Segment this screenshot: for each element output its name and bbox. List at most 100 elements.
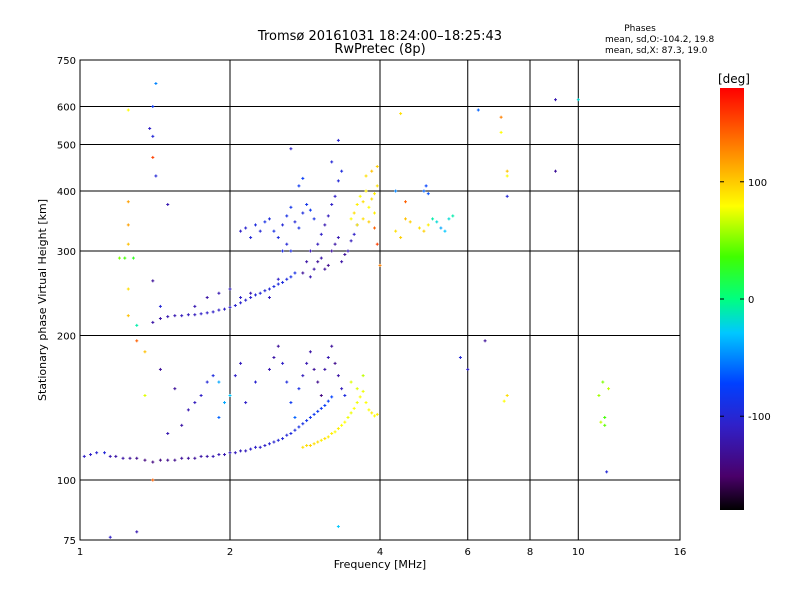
data-point: [553, 98, 557, 102]
x-tick-label: 1: [77, 547, 83, 558]
y-axis-label: Stationary phase Virtual Height [km]: [36, 199, 49, 401]
data-point: [267, 287, 271, 291]
phase-info-line1: mean, sd,O:-104.2, 19.8: [605, 35, 715, 45]
data-point: [375, 412, 379, 416]
data-point: [403, 217, 407, 221]
data-point: [228, 287, 232, 291]
data-point: [333, 430, 337, 434]
data-point: [239, 449, 243, 453]
data-point: [316, 260, 320, 264]
data-point: [126, 200, 130, 204]
data-point: [217, 291, 221, 295]
data-point: [367, 220, 371, 224]
data-point: [297, 425, 301, 429]
data-point: [211, 374, 215, 378]
colorbar-tick-label: -100: [748, 412, 771, 423]
data-point: [308, 249, 312, 253]
data-point: [228, 394, 232, 398]
data-point: [239, 301, 243, 305]
data-point: [285, 380, 289, 384]
data-point: [373, 226, 377, 230]
data-point: [319, 406, 323, 410]
data-point: [301, 271, 305, 275]
data-point: [458, 355, 462, 359]
data-point: [180, 456, 184, 460]
data-point: [352, 211, 356, 215]
data-point: [349, 411, 353, 415]
data-point: [431, 217, 435, 221]
data-point: [151, 478, 155, 482]
data-point: [151, 279, 155, 283]
data-point: [336, 179, 340, 183]
data-point: [333, 242, 337, 246]
data-point: [576, 98, 580, 102]
data-point: [553, 169, 557, 173]
data-point: [308, 415, 312, 419]
data-point: [166, 202, 170, 206]
data-point: [223, 453, 227, 457]
data-point: [108, 535, 112, 539]
data-point: [349, 217, 353, 221]
data-point: [394, 229, 398, 233]
data-point: [305, 361, 309, 365]
data-point: [281, 280, 285, 284]
data-point: [253, 380, 257, 384]
data-point: [308, 444, 312, 448]
data-point: [505, 169, 509, 173]
data-point: [249, 447, 253, 451]
data-point: [375, 242, 379, 246]
data-point: [340, 387, 344, 391]
data-point: [166, 315, 170, 319]
data-point: [312, 442, 316, 446]
data-point: [403, 200, 407, 204]
data-point: [355, 223, 359, 227]
data-point: [289, 147, 293, 151]
data-point: [228, 451, 232, 455]
data-point: [293, 271, 297, 275]
data-point: [340, 423, 344, 427]
data-point: [607, 387, 611, 391]
data-point: [154, 174, 158, 178]
data-point: [135, 530, 139, 534]
data-point: [305, 260, 309, 264]
data-point: [281, 361, 285, 365]
data-point: [158, 367, 162, 371]
data-point: [217, 415, 221, 419]
data-point: [233, 303, 237, 307]
data-point: [424, 184, 428, 188]
data-point: [233, 374, 237, 378]
data-point: [249, 236, 253, 240]
data-point: [143, 458, 147, 462]
data-point: [326, 263, 330, 267]
data-point: [340, 169, 344, 173]
data-point: [349, 239, 353, 243]
data-point: [114, 454, 118, 458]
data-point: [319, 394, 323, 398]
data-point: [293, 220, 297, 224]
data-point: [364, 401, 368, 405]
data-point: [151, 460, 155, 464]
phase-info-line2: mean, sd,X: 87.3, 19.0: [605, 46, 708, 56]
data-point: [151, 155, 155, 159]
x-axis-ticks: 1 2 4 6 8 10 16: [77, 547, 687, 558]
data-point: [361, 200, 365, 204]
data-point: [281, 249, 285, 253]
data-point: [193, 313, 197, 317]
data-point: [597, 394, 601, 398]
data-point: [599, 420, 603, 424]
y-axis-ticks: 75 100 200 300 400 500 600 750: [57, 56, 76, 547]
grid-lines: [80, 60, 680, 540]
data-point: [603, 423, 607, 427]
data-point: [281, 223, 285, 227]
data-point: [199, 312, 203, 316]
data-point: [466, 367, 470, 371]
data-point: [121, 456, 125, 460]
data-point: [193, 456, 197, 460]
data-point: [258, 229, 262, 233]
data-point: [417, 226, 421, 230]
data-point: [126, 108, 130, 112]
data-point: [223, 401, 227, 405]
data-point: [326, 435, 330, 439]
data-point: [375, 164, 379, 168]
data-point: [330, 395, 334, 399]
